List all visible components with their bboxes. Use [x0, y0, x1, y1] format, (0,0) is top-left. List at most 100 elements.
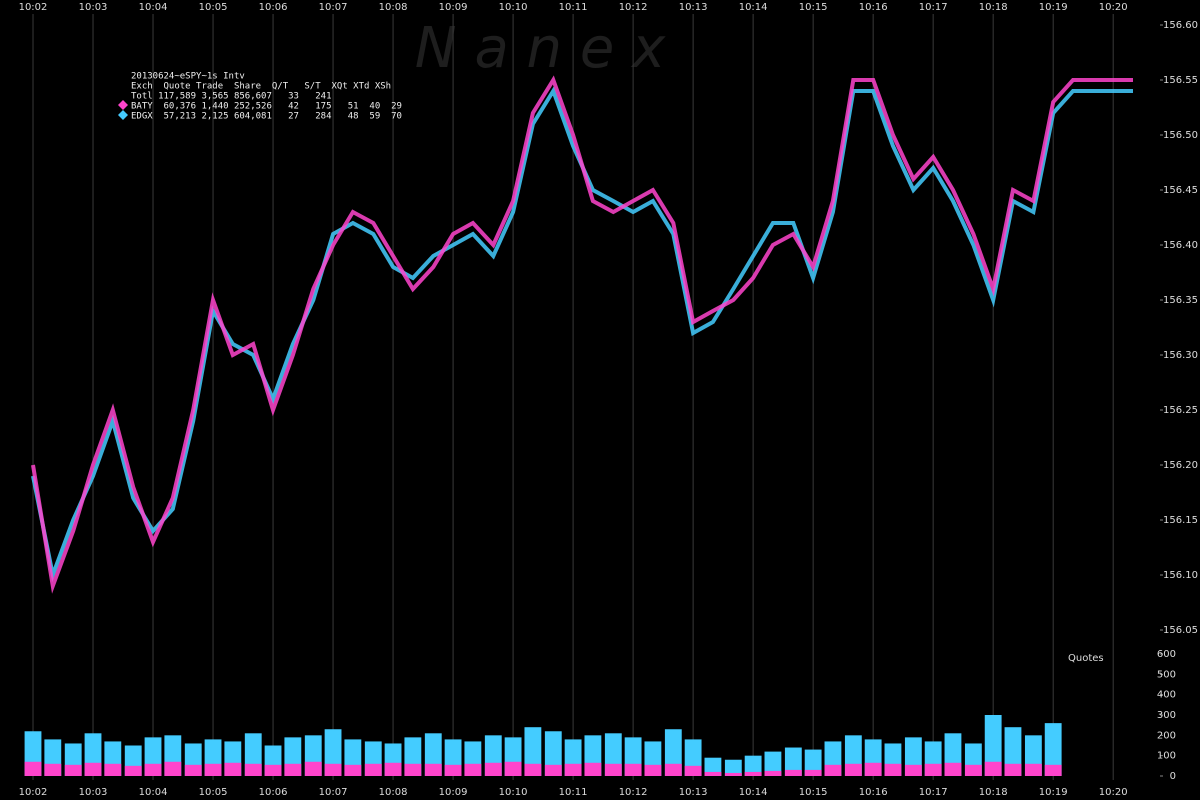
y-tick-label: 100 [1157, 751, 1176, 762]
volume-bar [844, 763, 862, 776]
volume-bar [604, 763, 622, 776]
y-tick-label: 156.10 [1163, 570, 1198, 581]
y-tick-label: 156.05 [1163, 625, 1198, 636]
x-tick-label: 10:12 [619, 2, 648, 13]
x-tick-label: 10:13 [679, 787, 708, 798]
x-tick-label: 10:15 [799, 787, 828, 798]
y-tick-label: 156.35 [1163, 295, 1198, 306]
volume-bar [124, 765, 142, 776]
x-tick-label: 10:02 [19, 787, 48, 798]
x-tick-label: 10:16 [859, 2, 888, 13]
volume-bar [444, 764, 462, 776]
volume-label: Quotes [1068, 653, 1104, 664]
volume-bar [804, 769, 822, 776]
x-tick-label: 10:20 [1099, 2, 1128, 13]
x-tick-label: 10:09 [439, 787, 468, 798]
legend-row: Totl 117,589 3,565 856,607 33 241 [131, 92, 331, 102]
volume-bar [824, 764, 842, 776]
y-tick-label: 156.55 [1163, 75, 1198, 86]
volume-bar [644, 764, 662, 776]
legend-row: EDGX 57,213 2,125 604,081 27 284 48 59 7… [131, 112, 402, 122]
volume-bar [144, 763, 162, 776]
x-tick-label: 10:18 [979, 2, 1008, 13]
x-tick-label: 10:18 [979, 787, 1008, 798]
volume-bar [464, 763, 482, 776]
x-tick-label: 10:10 [499, 2, 528, 13]
volume-bar [204, 763, 222, 776]
watermark: N a n e x [415, 16, 666, 81]
legend-row: BATY 60,376 1,440 252,526 42 175 51 40 2… [131, 102, 402, 112]
volume-bar [284, 763, 302, 776]
x-tick-label: 10:15 [799, 2, 828, 13]
legend-swatch [118, 110, 128, 120]
y-tick-label: 156.25 [1163, 405, 1198, 416]
y-tick-label: 156.30 [1163, 350, 1198, 361]
volume-bar [704, 771, 722, 776]
volume-bar [244, 763, 262, 776]
x-tick-label: 10:06 [259, 787, 288, 798]
x-tick-label: 10:08 [379, 2, 408, 13]
x-tick-label: 10:07 [319, 2, 348, 13]
x-tick-label: 10:03 [79, 2, 108, 13]
volume-bar [304, 761, 322, 776]
volume-bar [584, 762, 602, 776]
y-tick-label: 600 [1157, 649, 1176, 660]
x-tick-label: 10:11 [559, 787, 588, 798]
volume-bar [684, 765, 702, 776]
volume-bar [384, 762, 402, 776]
volume-bar [704, 757, 722, 776]
y-tick-label: 156.40 [1163, 240, 1198, 251]
volume-bar [544, 764, 562, 776]
volume-bar [84, 762, 102, 776]
volume-bar [944, 762, 962, 776]
volume-bar [564, 763, 582, 776]
volume-bar [864, 762, 882, 776]
volume-bar [724, 759, 742, 776]
x-tick-label: 10:02 [19, 2, 48, 13]
y-tick-label: 156.15 [1163, 515, 1198, 526]
y-tick-label: 0 [1170, 771, 1176, 782]
volume-bar [64, 764, 82, 776]
volume-bar [504, 761, 522, 776]
y-tick-label: 156.20 [1163, 460, 1198, 471]
x-tick-label: 10:05 [199, 787, 228, 798]
volume-bar [324, 763, 342, 776]
volume-bar [804, 749, 822, 776]
x-tick-label: 10:20 [1099, 787, 1128, 798]
volume-bar [264, 764, 282, 776]
x-tick-label: 10:09 [439, 2, 468, 13]
volume-bar [404, 763, 422, 776]
volume-bar [724, 772, 742, 776]
x-tick-label: 10:17 [919, 787, 948, 798]
volume-bar [24, 761, 42, 776]
x-tick-label: 10:12 [619, 787, 648, 798]
y-tick-label: 300 [1157, 710, 1176, 721]
volume-bar [764, 751, 782, 776]
volume-bar [1004, 763, 1022, 776]
y-tick-label: 400 [1157, 690, 1176, 701]
price-line [31, 75, 1133, 594]
x-tick-label: 10:14 [739, 2, 768, 13]
legend-swatch [118, 100, 128, 110]
volume-bar [664, 763, 682, 776]
x-tick-label: 10:10 [499, 787, 528, 798]
legend-title: 20130624~eSPY~1s Intv [131, 72, 245, 82]
x-tick-label: 10:04 [139, 787, 168, 798]
x-tick-label: 10:06 [259, 2, 288, 13]
y-tick-label: 156.50 [1163, 130, 1198, 141]
x-tick-label: 10:19 [1039, 2, 1068, 13]
y-tick-label: 156.60 [1163, 20, 1198, 31]
volume-bar [744, 771, 762, 776]
volume-bar [624, 763, 642, 776]
volume-bar [904, 764, 922, 776]
x-tick-label: 10:17 [919, 2, 948, 13]
volume-bar [744, 755, 762, 776]
volume-bar [984, 715, 1002, 776]
volume-bar [364, 763, 382, 776]
y-tick-label: 200 [1157, 730, 1176, 741]
x-tick-label: 10:13 [679, 2, 708, 13]
volume-bar [184, 764, 202, 776]
volume-bar [424, 763, 442, 776]
x-tick-label: 10:16 [859, 787, 888, 798]
